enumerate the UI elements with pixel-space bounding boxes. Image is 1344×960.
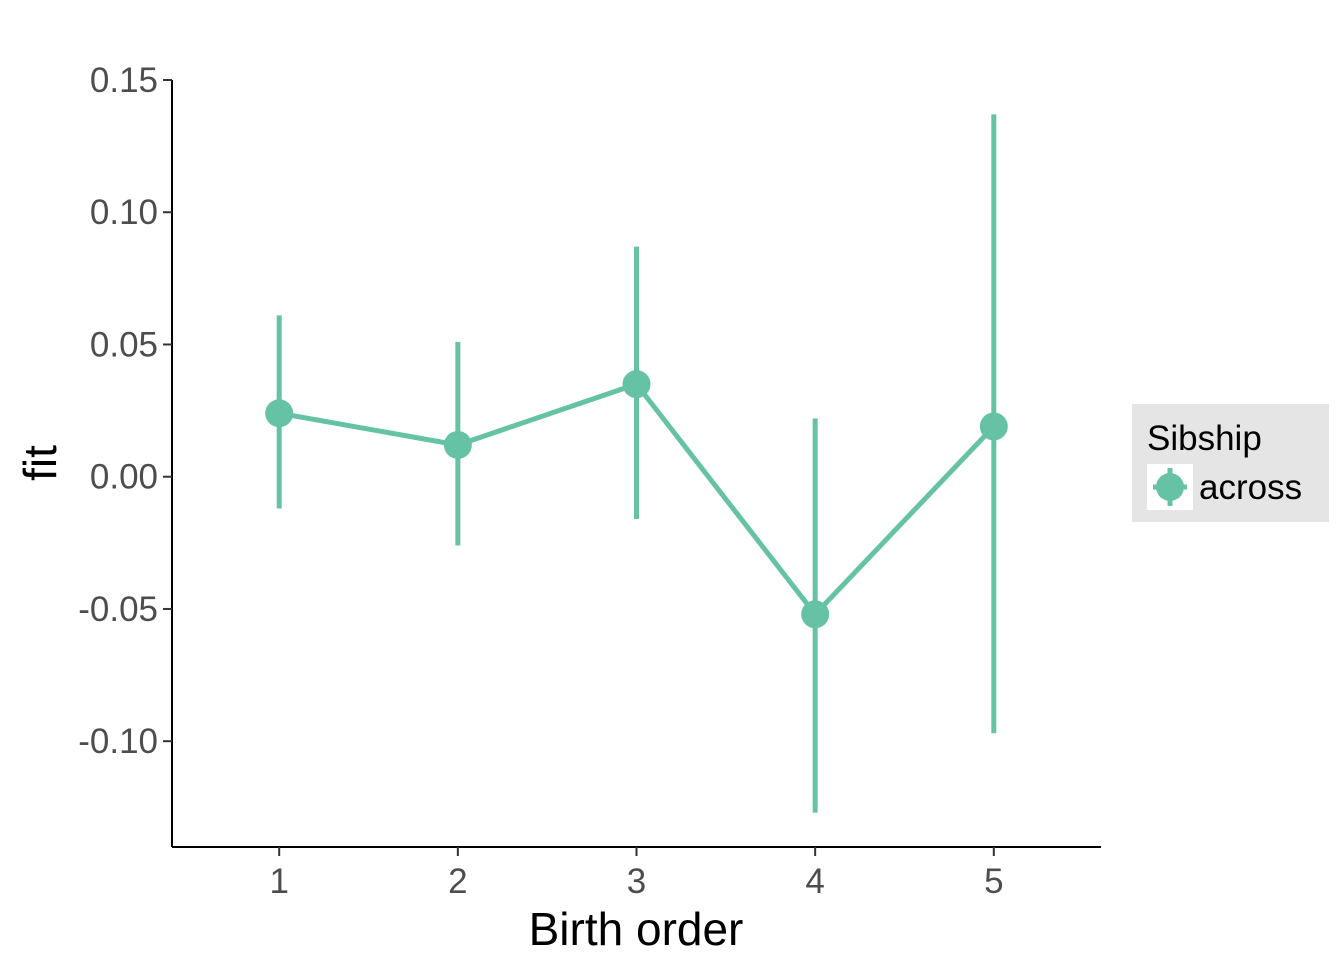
legend: Sibship across — [1132, 404, 1329, 522]
data-point — [801, 600, 830, 629]
data-point — [622, 370, 651, 399]
error-bars — [276, 114, 997, 813]
y-tick-label: 0.10 — [90, 193, 158, 232]
legend-label: across — [1199, 468, 1302, 507]
ticks: 0.15 0.10 0.05 0.00 -0.05 -0.10 1 2 3 4 5 — [78, 61, 1003, 901]
x-tick-label: 4 — [805, 862, 824, 901]
legend-title: Sibship — [1147, 419, 1262, 458]
x-tick-label: 2 — [448, 862, 467, 901]
data-point — [443, 430, 472, 459]
y-tick-label: 0.00 — [90, 458, 158, 497]
x-tick-label: 1 — [269, 862, 288, 901]
y-tick-label: 0.15 — [90, 61, 158, 100]
x-axis-title: Birth order — [529, 903, 744, 955]
series-points — [265, 370, 1008, 629]
data-point — [265, 399, 294, 428]
y-tick-label: -0.05 — [78, 590, 158, 629]
legend-key-point — [1156, 473, 1184, 501]
y-tick-label: 0.05 — [90, 325, 158, 364]
data-point — [979, 412, 1008, 441]
x-tick-label: 5 — [984, 862, 1003, 901]
x-tick-label: 3 — [627, 862, 646, 901]
y-tick-label: -0.10 — [78, 722, 158, 761]
y-axis-title: fit — [14, 445, 66, 481]
